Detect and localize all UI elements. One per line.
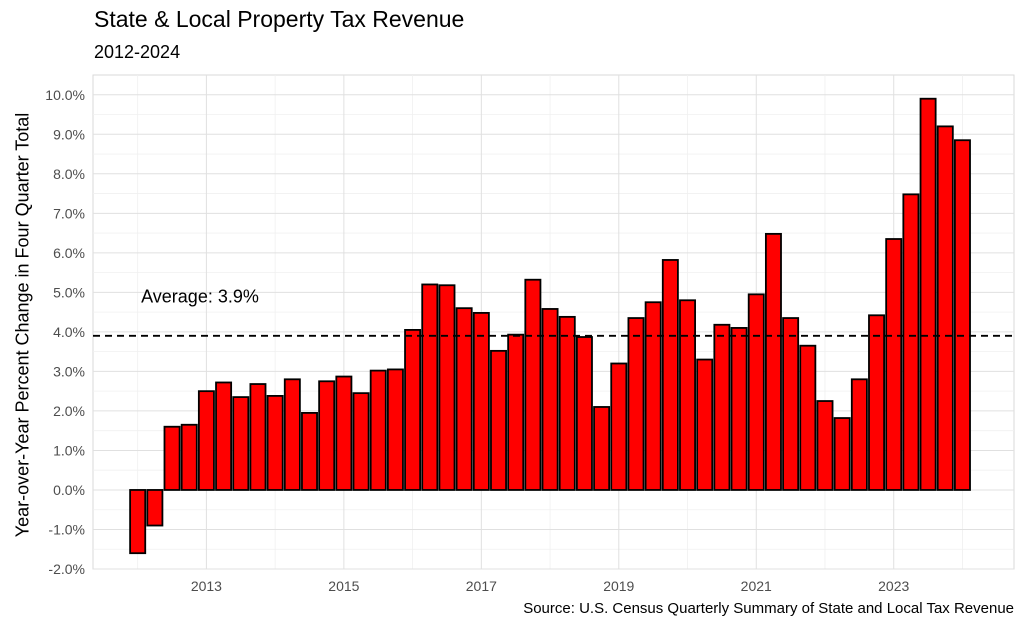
bar [627,317,645,491]
bar [593,406,611,491]
x-tick-label: 2023 [878,578,909,594]
bar [524,278,542,491]
bar [730,327,748,491]
y-tick-label: -2.0% [48,561,85,577]
bar [352,392,370,491]
bar [455,307,473,491]
bar [146,489,164,527]
bar [713,323,731,491]
bar [490,349,507,491]
bar [180,423,198,491]
y-tick-label: 1.0% [53,442,85,458]
bar [335,375,353,491]
y-tick-label: 10.0% [45,87,85,103]
bar [575,336,593,491]
average-reference: Average: 3.9% [93,286,1014,337]
bar [919,97,937,491]
bar [507,333,525,491]
x-tick-label: 2019 [603,578,634,594]
bar-chart: Average: 3.9% -2.0% -1.0% 0.0% 1.0% 2.0% 3.0%… [45,74,1015,594]
y-tick-label: 8.0% [53,166,85,182]
chart-subtitle: 2012-2024 [94,42,181,62]
bar [558,315,576,491]
bar [644,301,662,491]
bar [215,381,233,491]
y-tick-label: -1.0% [48,521,85,537]
bar [610,362,628,491]
bar [197,390,215,491]
bar [764,232,782,491]
bar [266,395,284,491]
bar [816,400,834,491]
bar [541,308,559,491]
bar [833,417,851,491]
y-tick-label: 5.0% [53,284,85,300]
bar [799,344,817,491]
bar [747,293,765,491]
chart-title: State & Local Property Tax Revenue [94,6,465,32]
bar [661,259,679,491]
bar [163,425,181,491]
bar [386,368,404,491]
y-tick-label: 0.0% [53,482,85,498]
bar [283,378,301,491]
bar [868,314,885,491]
bar [318,380,336,491]
y-tick-label: 9.0% [53,126,85,142]
bar [885,238,903,491]
x-tick-label: 2015 [328,578,359,594]
y-tick-label: 2.0% [53,403,85,419]
x-tick-label: 2017 [466,578,497,594]
bar [129,489,147,555]
bar [679,299,696,491]
bar [850,378,868,491]
bar [404,329,422,491]
source-caption: Source: U.S. Census Quarterly Summary of… [523,600,1014,617]
bar [421,283,439,491]
y-tick-label: 4.0% [53,324,85,340]
y-tick-label: 3.0% [53,363,85,379]
bar [369,369,387,491]
bar [232,396,250,491]
bars [129,97,971,555]
bar [472,312,490,491]
bar [953,139,971,491]
x-tick-label: 2021 [741,578,772,594]
bar [782,317,800,491]
x-tick-label: 2013 [191,578,222,594]
bar [902,193,920,491]
bar [249,383,267,491]
average-label: Average: 3.9% [141,286,259,306]
bar [438,284,456,491]
bar [936,125,954,491]
y-tick-label: 7.0% [53,205,85,221]
bar [696,358,714,491]
y-tick-label: 6.0% [53,245,85,261]
y-axis-ticks: -2.0% -1.0% 0.0% 1.0% 2.0% 3.0% 4.0% 5.0% 6.0% 7.… [45,87,85,577]
x-axis-ticks: 2013 2015 2017 2019 2021 2023 [191,578,910,594]
bar [301,411,318,491]
